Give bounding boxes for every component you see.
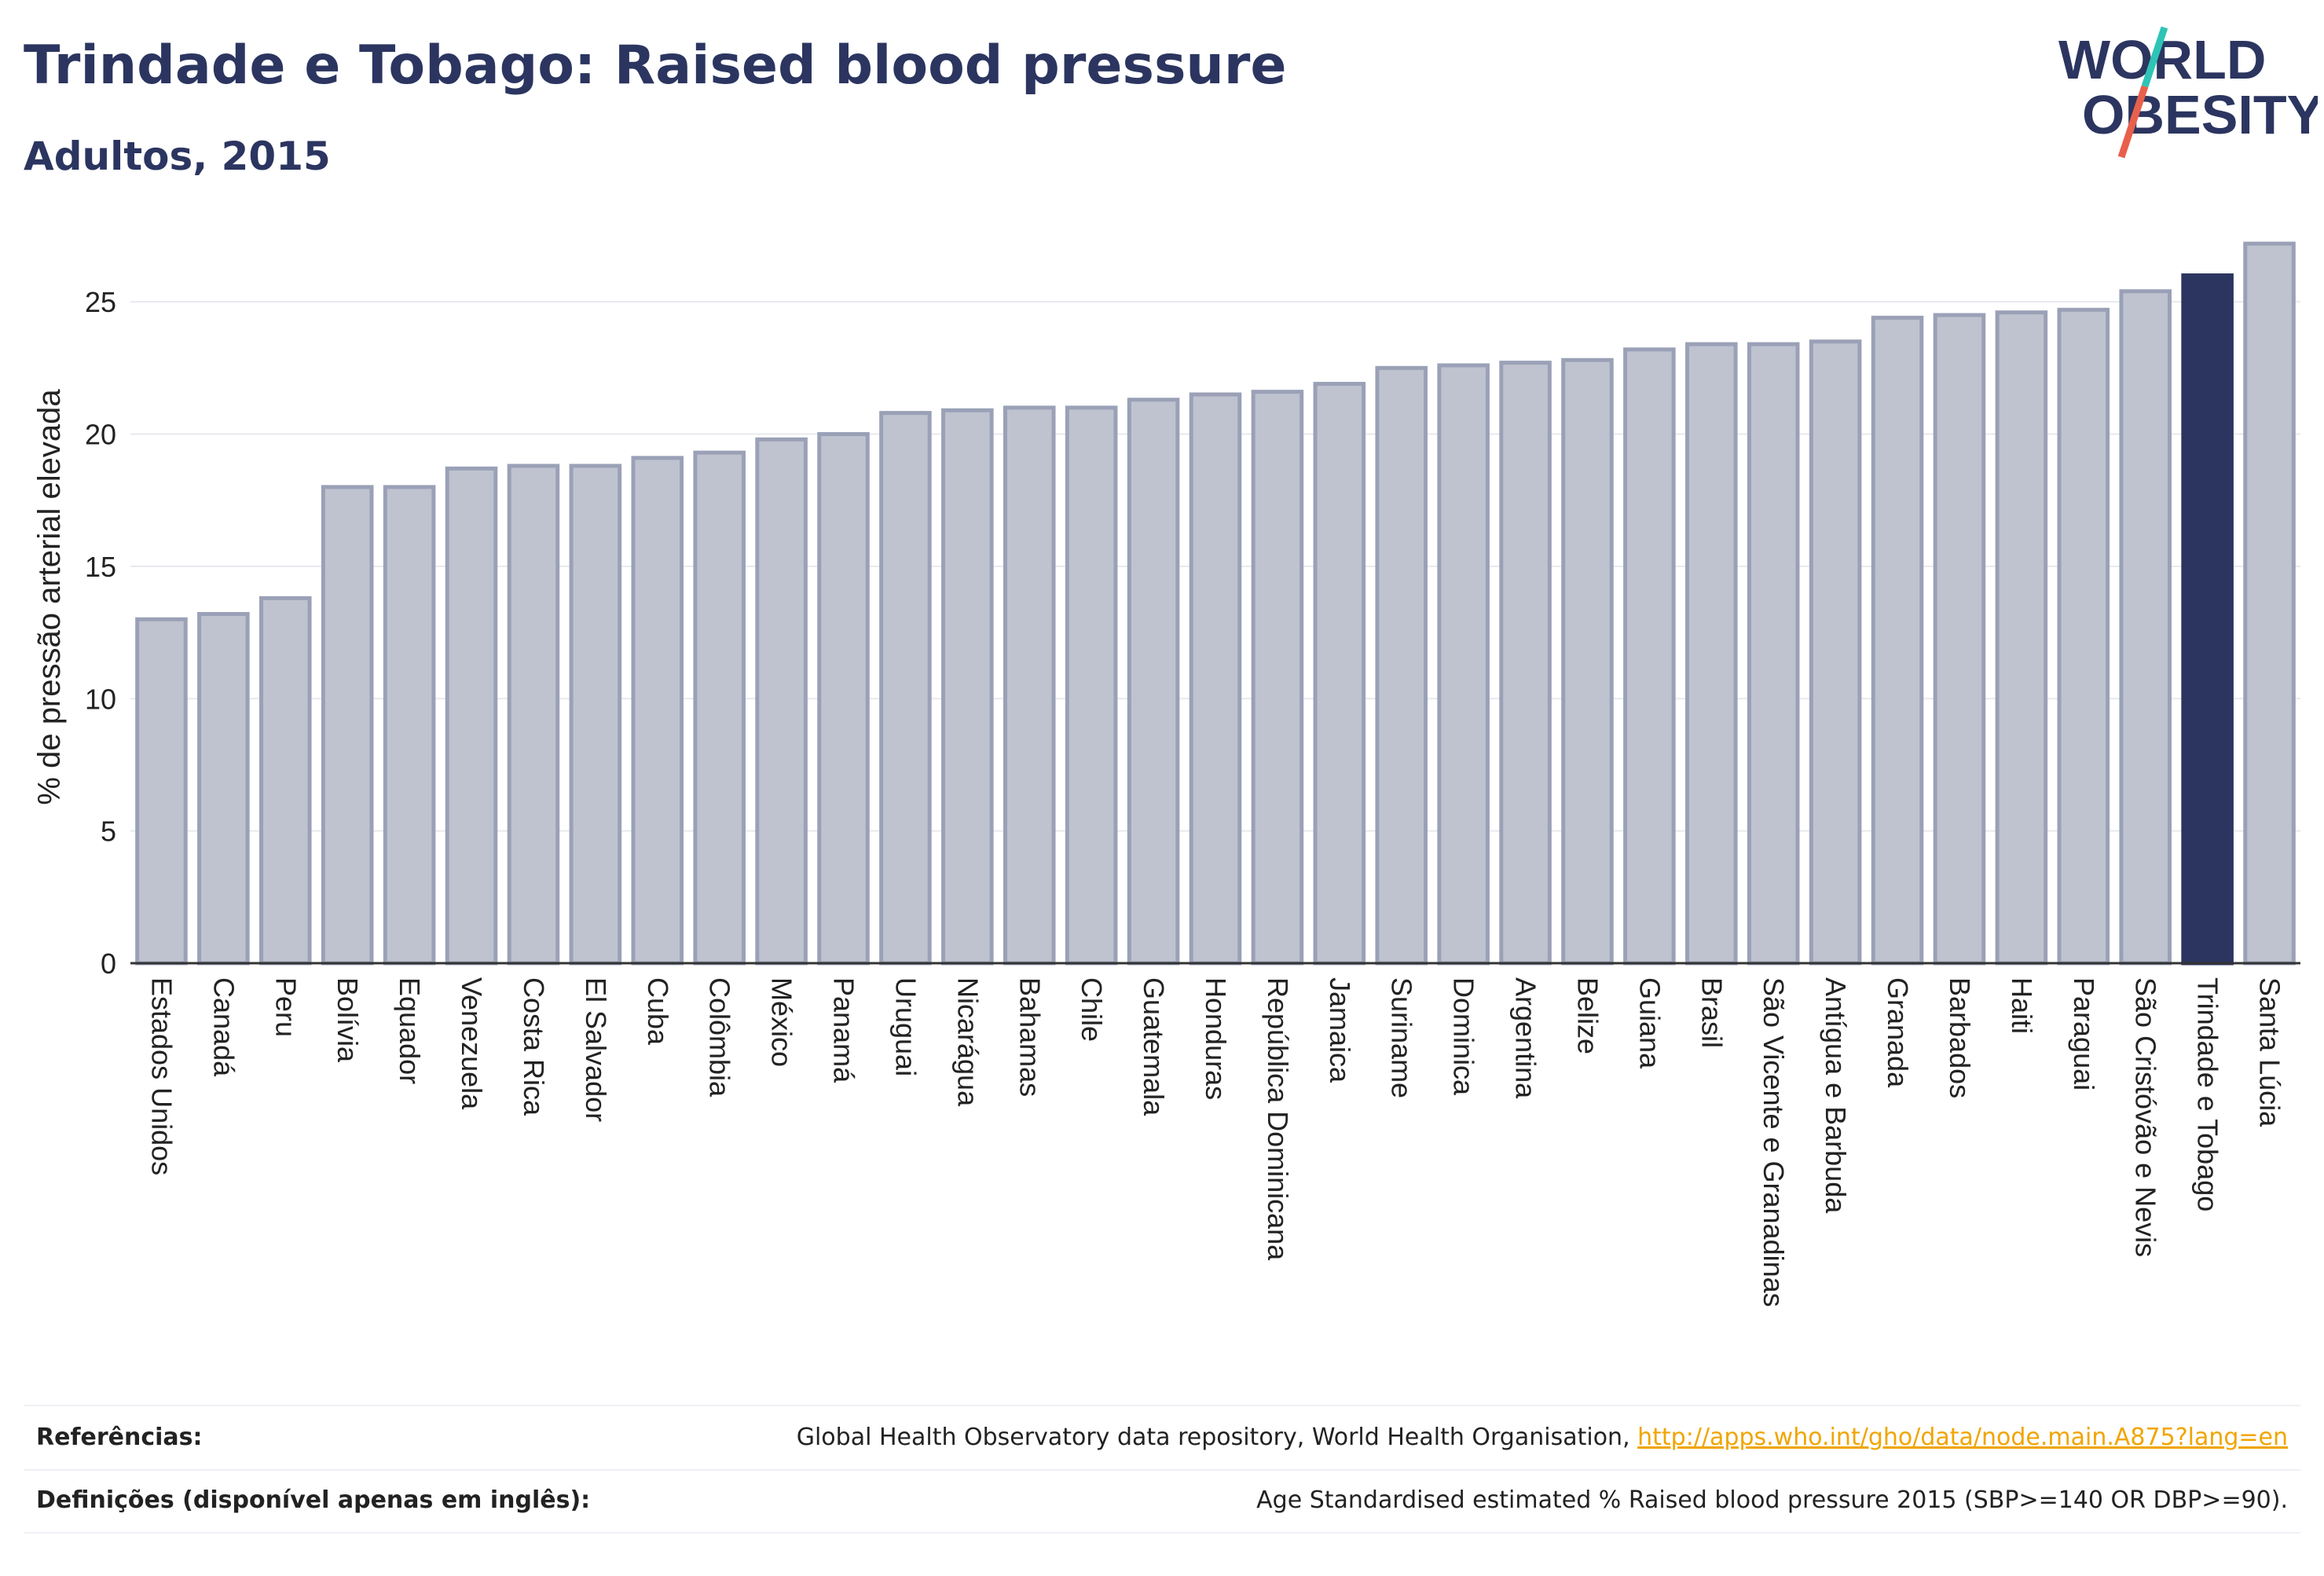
bar-barbados [1933,313,1986,966]
bar-chile [1065,405,1118,966]
bar-nicar-gua [941,408,994,966]
x-tick-label: Belize [1571,977,1604,1054]
references-link[interactable]: http://apps.who.int/gho/data/node.main.A… [1637,1424,2288,1451]
bar-s-o-crist-v-o-e-nevis [2119,289,2172,966]
bar-santa-l-cia [2243,241,2296,966]
footer-divider-3 [24,1532,2300,1534]
world-obesity-logo: WORLD OBESITY [2058,26,2318,159]
bar-chart: 0 5 10 15 20 25 Estados Unidos Canadá Peru Bolívi… [32,241,2300,1307]
chart-title: Trindade e Tobago: Raised blood pressure [24,35,1287,97]
bar-ant-gua-e-barbuda [1809,339,1862,966]
x-tick-label: Cuba [642,977,674,1046]
bar-bol-via [321,485,374,966]
x-tick-label: Granada [1882,977,1914,1088]
bar-argentina [1499,361,1552,966]
x-tick-label: Nicarágua [951,977,984,1107]
bar-suriname [1375,365,1428,966]
bar-s-o-vicente-e-granadinas [1747,342,1800,966]
definitions-value: Age Standardised estimated % Raised bloo… [1256,1486,2288,1514]
bar-paraguai [2057,307,2110,966]
bar-estados-unidos [135,617,188,966]
x-tick-label: Santa Lúcia [2254,977,2286,1127]
axes: 0 5 10 15 20 25 Estados Unidos Canadá Peru Bolívi… [85,286,2300,1307]
x-tick-label: Haiti [2006,977,2038,1034]
x-tick-label: Antígua e Barbuda [1820,977,1852,1214]
x-tick-label: El Salvador [580,977,612,1122]
logo-text-obesity: OBESITY [2082,84,2318,145]
x-tick-label: Suriname [1386,977,1418,1098]
bar-rep-blica-dominicana [1251,390,1304,966]
y-tick-label: 20 [85,419,116,451]
bar-costa-rica [507,464,560,966]
references-row: Referências: Global Health Observatory d… [24,1424,2300,1463]
definitions-label: Definições (disponível apenas em inglês)… [36,1486,591,1514]
references-text: Global Health Observatory data repositor… [796,1424,1638,1451]
footer-divider [24,1405,2300,1406]
bar-honduras [1189,392,1242,966]
x-tick-label: Equador [394,977,426,1084]
y-tick-label: 25 [85,286,116,318]
x-tick-label: México [766,977,798,1067]
x-tick-label: Guiana [1633,977,1666,1069]
references-value: Global Health Observatory data repositor… [797,1424,2288,1451]
bar-haiti [1995,310,2048,966]
x-tick-label: Trindade e Tobago [2192,977,2224,1211]
x-tick-label: Dominica [1448,977,1480,1096]
x-tick-label: Jamaica [1324,977,1356,1083]
x-tick-label: Brasil [1695,977,1728,1048]
x-tick-label: Panamá [828,977,860,1083]
bar-dominica [1437,363,1490,966]
references-label: Referências: [36,1424,203,1451]
bar-brasil [1685,342,1738,966]
y-axis-label: % de pressão arterial elevada [32,389,67,805]
x-tick-label: São Cristóvão e Nevis [2130,977,2162,1257]
logo-slash-red [2117,85,2149,159]
bar-jamaica [1313,382,1366,966]
x-tick-label: Bahamas [1014,977,1046,1097]
bar-peru [259,596,312,966]
x-tick-label: Peru [269,977,302,1037]
bar-el-salvador [569,464,622,966]
x-tick-label: Paraguai [2068,977,2100,1090]
bar-uruguai [879,411,932,966]
y-tick-label: 5 [101,815,116,848]
chart-subtitle: Adultos, 2015 [24,134,331,179]
bars [135,241,2296,966]
y-tick-label: 10 [85,683,116,715]
bar-trindade-e-tobago [2181,273,2234,966]
x-tick-label: São Vicente e Granadinas [1758,977,1790,1307]
x-tick-label: Chile [1076,977,1108,1042]
footer-divider-2 [24,1469,2300,1471]
x-tick-label: Estados Unidos [145,977,178,1175]
definitions-row: Definições (disponível apenas em inglês)… [24,1486,2300,1526]
y-tick-label: 15 [85,551,116,583]
logo-slash-teal [2141,26,2168,88]
bar-belize [1561,357,1614,966]
x-tick-label: Honduras [1200,977,1232,1100]
x-tick-label: República Dominicana [1262,977,1294,1261]
bar-venezuela [445,466,498,966]
x-tick-label: Venezuela [456,977,488,1110]
bar-canad- [197,612,250,966]
bar-bahamas [1003,405,1056,966]
bar-guatemala [1127,398,1180,966]
bar-cuba [631,456,684,966]
bar-guiana [1623,347,1676,966]
x-tick-label: Argentina [1510,977,1542,1099]
bar-col-mbia [693,450,746,966]
x-tick-label: Costa Rica [518,977,550,1116]
x-tick-label: Uruguai [889,977,922,1076]
bar-m-xico [755,437,808,966]
x-tick-label: Colômbia [704,977,736,1098]
bar-panam- [817,432,870,966]
x-tick-label: Canadá [207,977,240,1077]
bar-equador [383,485,436,966]
x-tick-label: Bolívia [332,977,364,1063]
y-tick-label: 0 [101,947,116,980]
x-tick-label: Barbados [1944,977,1976,1098]
bar-granada [1871,315,1924,966]
x-tick-label: Guatemala [1138,977,1170,1116]
